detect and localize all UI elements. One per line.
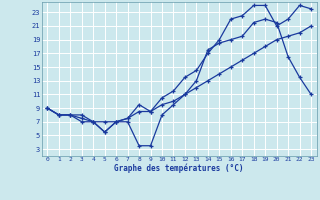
X-axis label: Graphe des températures (°C): Graphe des températures (°C) bbox=[115, 164, 244, 173]
